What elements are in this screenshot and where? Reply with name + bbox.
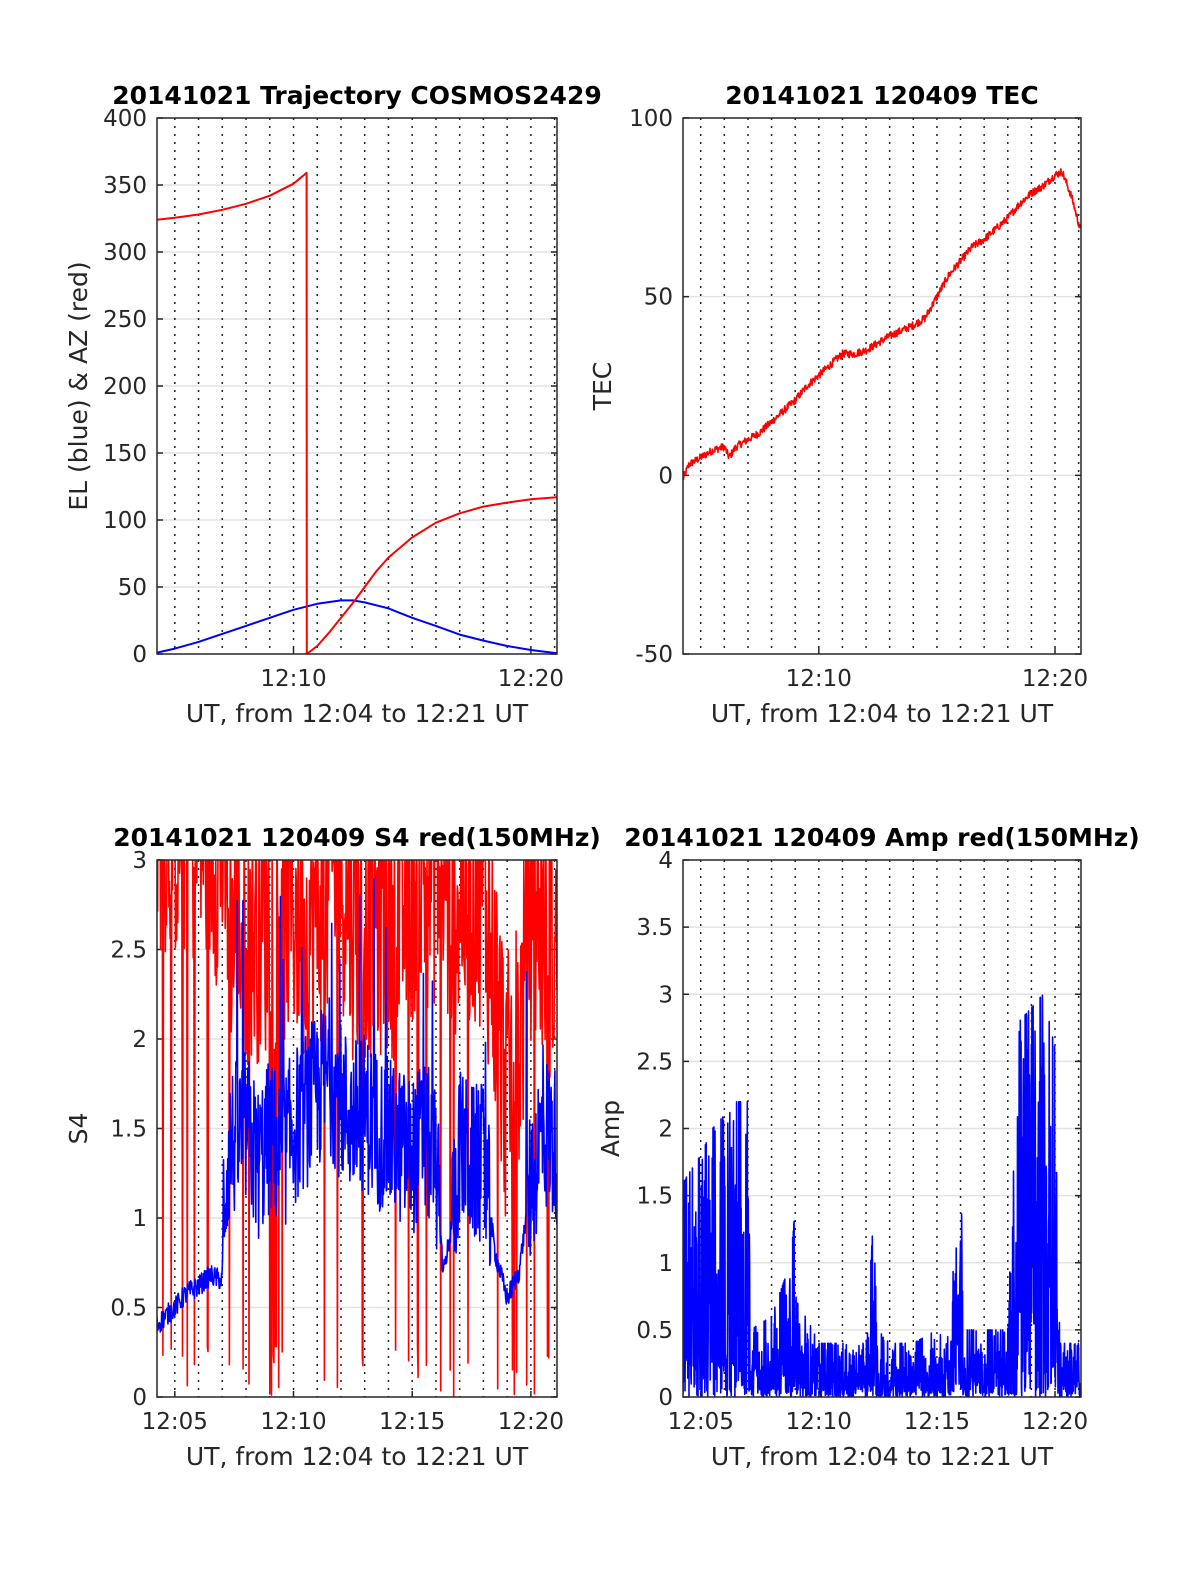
series-line-0 [157,860,557,1397]
plot-frame [156,117,558,655]
chart-amp: 0 0.5 1 1.5 2 2.5 3 3.5 4 12:05 12:10 12:15 12:20 201… [596,823,1140,1471]
x-tick-label: 12:20 [498,666,564,692]
y-tick-label: 0 [132,642,147,668]
y-tick-label: 3 [658,982,673,1008]
x-axis-label: UT, from 12:04 to 12:21 UT [186,1442,529,1471]
y-tick-label: 2 [658,1117,673,1143]
chart-title: 20141021 120409 S4 red(150MHz) [113,823,601,852]
x-axis-label: UT, from 12:04 to 12:21 UT [711,699,1054,728]
y-tick-label: 2.5 [636,1049,673,1075]
y-tick-label: 50 [118,575,147,601]
y-axis-label: EL (blue) & AZ (red) [64,261,93,510]
y-tick-label: -50 [635,642,673,668]
y-tick-label: 1.5 [110,1117,147,1143]
x-tick-label: 12:20 [498,1409,564,1435]
y-tick-label: 4 [658,848,673,874]
y-tick-label: 50 [644,285,673,311]
y-tick-label: 2 [132,1027,147,1053]
series-line-1 [157,171,557,654]
y-tick-label: 0 [658,463,673,489]
x-tick-label: 12:15 [904,1409,970,1435]
x-tick-label: 12:15 [379,1409,445,1435]
y-tick-label: 400 [103,106,147,132]
chart-title: 20141021 120409 TEC [725,81,1038,110]
series-line-0 [683,168,1081,481]
y-tick-label: 100 [103,508,147,534]
series-line-1 [157,878,557,1333]
x-tick-label: 12:10 [786,666,852,692]
x-tick-label: 12:10 [786,1409,852,1435]
y-tick-label: 0.5 [110,1296,147,1322]
plot-area [157,860,557,1397]
y-tick-label: 250 [103,307,147,333]
plot-frame [682,859,1082,1398]
y-tick-label: 0 [658,1385,673,1411]
chart-title: 20141021 120409 Amp red(150MHz) [624,823,1140,852]
y-tick-label: 1 [132,1206,147,1232]
plot-area [683,168,1081,481]
y-axis-label: TEC [588,362,617,412]
x-tick-label: 12:20 [1022,666,1088,692]
chart-title: 20141021 Trajectory COSMOS2429 [112,81,602,110]
x-tick-label: 12:05 [142,1409,208,1435]
y-tick-label: 300 [103,240,147,266]
plot-frame [682,117,1082,655]
plot-area [157,171,557,654]
y-tick-label: 1.5 [636,1184,673,1210]
x-axis-label: UT, from 12:04 to 12:21 UT [711,1442,1054,1471]
chart-tec: -50 0 50 100 12:10 12:20 20141021 120409 TEC UT… [588,81,1088,728]
y-tick-label: 0 [132,1385,147,1411]
x-tick-label: 12:10 [260,1409,326,1435]
y-tick-label: 350 [103,173,147,199]
y-tick-label: 3.5 [636,915,673,941]
chart-trajectory: 0 50 100 150 200 250 300 350 400 12:10 12:20 201410… [64,81,602,728]
x-axis-label: UT, from 12:04 to 12:21 UT [186,699,529,728]
plot-frame [156,859,558,1398]
y-axis-label: Amp [596,1100,625,1157]
y-tick-label: 0.5 [636,1318,673,1344]
x-tick-label: 12:20 [1022,1409,1088,1435]
x-tick-label: 12:05 [668,1409,734,1435]
y-tick-label: 3 [132,848,147,874]
y-tick-label: 1 [658,1251,673,1277]
y-tick-label: 100 [629,106,673,132]
y-tick-label: 150 [103,441,147,467]
y-tick-label: 200 [103,374,147,400]
chart-s4: 0 0.5 1 1.5 2 2.5 3 12:05 12:10 12:15 12:20 2014102… [64,823,601,1471]
y-axis-label: S4 [64,1113,93,1145]
x-tick-label: 12:10 [260,666,326,692]
y-tick-label: 2.5 [110,938,147,964]
series-line-0 [157,599,557,654]
